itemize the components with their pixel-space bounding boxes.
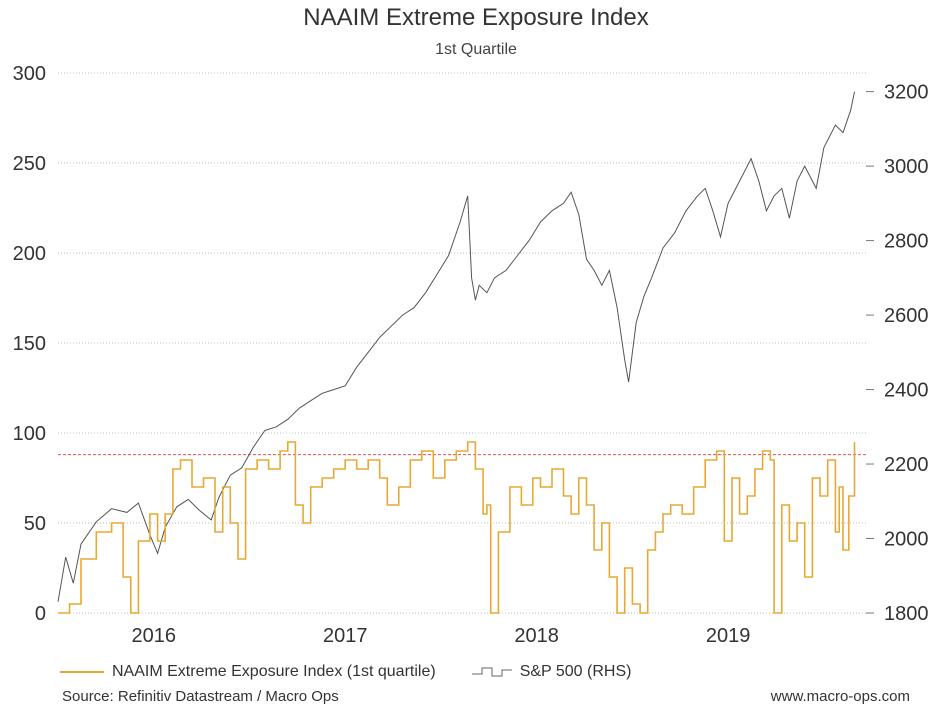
y-right-tick-label: 3000 [884, 156, 929, 178]
legend: NAAIM Extreme Exposure Index (1st quarti… [60, 660, 665, 684]
x-tick-label: 2017 [323, 625, 368, 647]
x-tick-label: 2018 [514, 625, 559, 647]
y-left-tick-label: 100 [13, 423, 46, 445]
series-naaim-line [58, 441, 856, 614]
y-left-tick-label: 50 [24, 513, 46, 535]
y-left-tick-label: 150 [13, 333, 46, 355]
x-tick-label: 2019 [706, 625, 751, 647]
legend-label-naaim: NAAIM Extreme Exposure Index (1st quarti… [112, 663, 436, 680]
legend-label-sp500: S&P 500 (RHS) [519, 663, 632, 680]
chart-title: NAAIM Extreme Exposure Index [303, 4, 649, 31]
y-right-tick-label: 3200 [884, 82, 929, 104]
website-note: www.macro-ops.com [770, 688, 910, 705]
y-right-tick-label: 2600 [884, 305, 929, 327]
legend-item-sp500: S&P 500 (RHS) [470, 663, 632, 681]
y-right-tick-label: 2400 [884, 380, 929, 402]
legend-item-naaim: NAAIM Extreme Exposure Index (1st quarti… [60, 663, 436, 681]
y-left-tick-label: 250 [13, 153, 46, 175]
x-tick-label: 2016 [131, 625, 176, 647]
chart-subtitle: 1st Quartile [435, 41, 517, 58]
source-note: Source: Refinitiv Datastream / Macro Ops [62, 688, 339, 705]
chart-canvas: 0 50 100 150 200 250 300 1800 2000 2200 2400 2600 28… [13, 63, 929, 647]
legend-swatch-sp500 [471, 667, 512, 677]
y-right-tick-label: 2800 [884, 231, 929, 253]
y-left-tick-label: 300 [13, 63, 46, 85]
y-left-tick-label: 200 [13, 243, 46, 265]
legend-swatch-naaim [60, 671, 104, 673]
y-right-tick-label: 2000 [884, 529, 929, 551]
y-right-tick-label: 2200 [884, 454, 929, 476]
y-right-tick-label: 1800 [884, 603, 929, 625]
series-sp500-line [57, 91, 855, 602]
y-left-tick-label: 0 [35, 603, 46, 625]
